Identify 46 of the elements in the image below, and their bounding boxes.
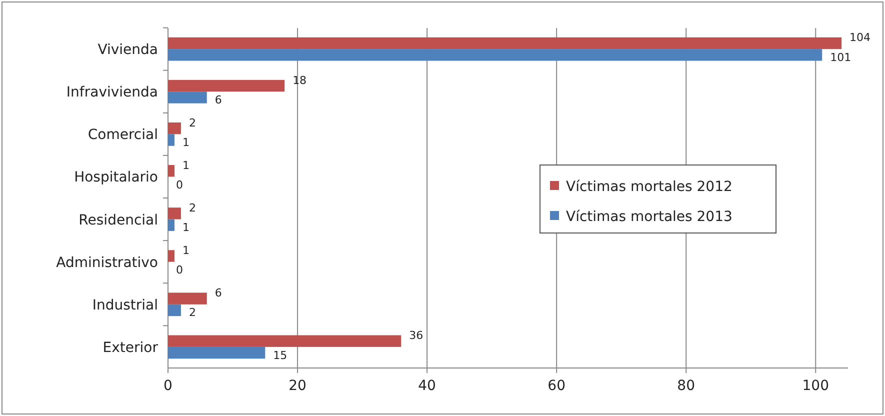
x-tick-label: 60: [548, 378, 566, 394]
data-label: 0: [176, 178, 183, 192]
data-label: 36: [409, 329, 424, 342]
x-tick-label: 40: [418, 378, 436, 394]
x-tick-label: 80: [677, 378, 696, 394]
data-label: 2: [188, 306, 196, 320]
bar: [168, 134, 174, 146]
y-tick-label: Residencial: [78, 212, 158, 228]
data-label: 1: [182, 221, 190, 234]
data-label: 2: [188, 116, 196, 130]
legend-label: Víctimas mortales 2013: [566, 209, 732, 225]
y-tick-label: Exterior: [102, 340, 158, 356]
bar: [168, 80, 285, 92]
data-label: 104: [850, 31, 871, 44]
bar: [168, 208, 181, 220]
x-tick-label: 0: [164, 378, 172, 394]
bar: [168, 92, 207, 104]
bar: [168, 219, 174, 231]
bar: [168, 165, 174, 177]
data-label: 15: [273, 348, 288, 362]
data-label: 18: [292, 74, 307, 87]
y-tick-label: Infravivienda: [66, 84, 158, 101]
bar: [168, 122, 181, 134]
y-tick-label: Comercial: [88, 127, 158, 144]
bar: [168, 304, 181, 316]
y-tick-label: Industrial: [92, 297, 158, 314]
data-label: 1: [182, 158, 190, 172]
y-tick-label: Administrativo: [56, 254, 158, 271]
bar: [168, 335, 402, 347]
bar: [168, 37, 842, 50]
bar: [168, 49, 822, 61]
data-label: 101: [830, 50, 852, 64]
bar: [168, 346, 266, 359]
data-label: 1: [182, 244, 190, 257]
y-tick-label: Vivienda: [98, 42, 158, 58]
data-label: 1: [182, 136, 190, 150]
x-tick-label: 100: [802, 378, 829, 394]
bar: [168, 292, 207, 304]
data-label: 6: [214, 286, 222, 300]
data-label: 6: [214, 93, 222, 106]
bar: [168, 250, 174, 262]
data-label: 2: [188, 201, 196, 214]
x-tick-label: 20: [288, 378, 306, 394]
y-tick-label: Hospitalario: [74, 170, 158, 186]
legend-label: Víctimas mortales 2012: [566, 179, 732, 195]
data-label: 0: [176, 264, 183, 277]
